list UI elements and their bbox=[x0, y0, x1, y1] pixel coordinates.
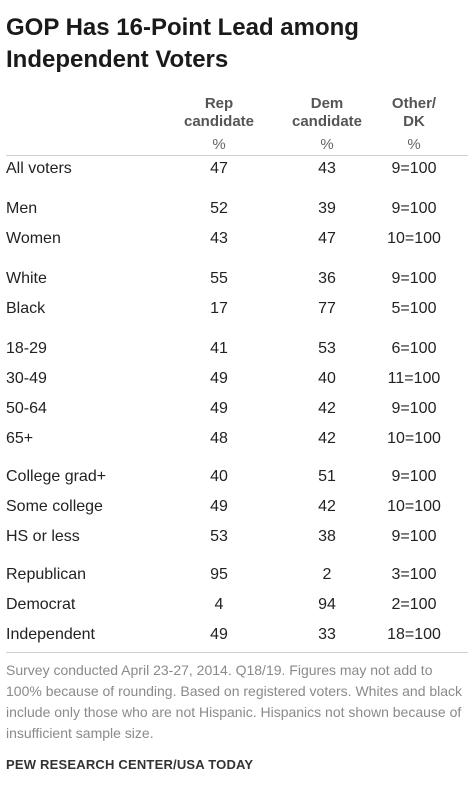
row-label: All voters bbox=[6, 160, 72, 177]
dem-value: 51 bbox=[318, 468, 336, 485]
rep-value: 40 bbox=[210, 468, 228, 485]
dem-value: 43 bbox=[318, 160, 336, 177]
other-value: 9=100 bbox=[391, 400, 437, 417]
row-label: 30-49 bbox=[6, 370, 47, 387]
row-label: White bbox=[6, 270, 47, 287]
rep-value: 49 bbox=[210, 498, 228, 515]
dem-value: 94 bbox=[318, 596, 336, 613]
rep-value: 49 bbox=[210, 626, 228, 643]
row-label: Republican bbox=[6, 566, 87, 583]
rep-value: 4 bbox=[214, 596, 224, 613]
footer-rule bbox=[6, 652, 468, 653]
other-value: 10=100 bbox=[387, 498, 441, 515]
other-value: 9=100 bbox=[391, 468, 437, 485]
dem-value: 42 bbox=[318, 498, 336, 515]
row-label: Black bbox=[6, 300, 46, 317]
dem-value: 40 bbox=[318, 370, 336, 387]
other-value: 10=100 bbox=[387, 230, 441, 247]
other-value: 9=100 bbox=[391, 200, 437, 217]
rep-value: 47 bbox=[210, 160, 228, 177]
column-header-other: Other/ DK bbox=[391, 95, 437, 130]
column-unit-other: % bbox=[407, 136, 421, 153]
dem-value: 2 bbox=[322, 566, 332, 583]
row-label: 18-29 bbox=[6, 340, 47, 357]
row-label: Independent bbox=[6, 626, 95, 643]
column-header-dem: Dem candidate bbox=[291, 95, 363, 130]
other-value: 2=100 bbox=[391, 596, 437, 613]
chart-title: GOP Has 16-Point Lead among Independent … bbox=[6, 14, 359, 73]
other-value: 9=100 bbox=[391, 528, 437, 545]
rep-value: 48 bbox=[210, 430, 228, 447]
dem-value: 36 bbox=[318, 270, 336, 287]
rep-value: 55 bbox=[210, 270, 228, 287]
rep-value: 53 bbox=[210, 528, 228, 545]
row-label: 65+ bbox=[6, 430, 34, 447]
source-credit: PEW RESEARCH CENTER/USA TODAY bbox=[6, 757, 254, 772]
column-unit-dem: % bbox=[320, 136, 334, 153]
header-rule bbox=[6, 155, 468, 156]
dem-value: 33 bbox=[318, 626, 336, 643]
dem-value: 38 bbox=[318, 528, 336, 545]
dem-value: 42 bbox=[318, 430, 336, 447]
column-unit-rep: % bbox=[212, 136, 226, 153]
other-value: 9=100 bbox=[391, 160, 437, 177]
dem-value: 39 bbox=[318, 200, 336, 217]
row-label: Some college bbox=[6, 498, 103, 515]
row-label: Democrat bbox=[6, 596, 76, 613]
column-header-rep: Rep candidate bbox=[183, 95, 255, 130]
other-value: 6=100 bbox=[391, 340, 437, 357]
rep-value: 49 bbox=[210, 370, 228, 387]
dem-value: 53 bbox=[318, 340, 336, 357]
rep-value: 41 bbox=[210, 340, 228, 357]
rep-value: 52 bbox=[210, 200, 228, 217]
dem-value: 42 bbox=[318, 400, 336, 417]
rep-value: 49 bbox=[210, 400, 228, 417]
other-value: 5=100 bbox=[391, 300, 437, 317]
other-value: 9=100 bbox=[391, 270, 437, 287]
other-value: 18=100 bbox=[387, 626, 441, 643]
rep-value: 43 bbox=[210, 230, 228, 247]
dem-value: 47 bbox=[318, 230, 336, 247]
row-label: Women bbox=[6, 230, 61, 247]
other-value: 3=100 bbox=[391, 566, 437, 583]
row-label: Men bbox=[6, 200, 38, 217]
other-value: 10=100 bbox=[387, 430, 441, 447]
other-value: 11=100 bbox=[387, 370, 441, 387]
row-label: 50-64 bbox=[6, 400, 47, 417]
row-label: HS or less bbox=[6, 528, 80, 545]
rep-value: 17 bbox=[210, 300, 228, 317]
rep-value: 95 bbox=[210, 566, 228, 583]
footnote: Survey conducted April 23-27, 2014. Q18/… bbox=[6, 662, 463, 741]
dem-value: 77 bbox=[318, 300, 336, 317]
row-label: College grad+ bbox=[6, 468, 107, 485]
